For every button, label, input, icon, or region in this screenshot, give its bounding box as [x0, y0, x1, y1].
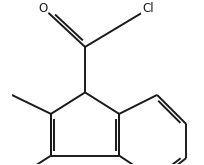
Text: O: O [38, 2, 48, 15]
Text: Cl: Cl [141, 2, 153, 15]
